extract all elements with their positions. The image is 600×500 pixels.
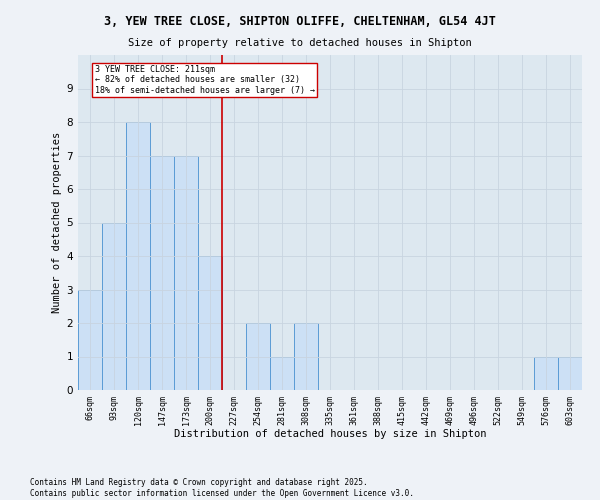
Y-axis label: Number of detached properties: Number of detached properties	[52, 132, 62, 313]
X-axis label: Distribution of detached houses by size in Shipton: Distribution of detached houses by size …	[174, 429, 486, 439]
Bar	[174, 156, 198, 390]
Bar	[534, 356, 558, 390]
Bar	[246, 323, 270, 390]
Text: Contains HM Land Registry data © Crown copyright and database right 2025.
Contai: Contains HM Land Registry data © Crown c…	[30, 478, 414, 498]
Bar	[294, 323, 318, 390]
Bar	[270, 356, 294, 390]
Bar	[126, 122, 150, 390]
Bar	[150, 156, 174, 390]
Bar	[102, 222, 126, 390]
Bar	[558, 356, 582, 390]
Text: Size of property relative to detached houses in Shipton: Size of property relative to detached ho…	[128, 38, 472, 48]
Text: 3, YEW TREE CLOSE, SHIPTON OLIFFE, CHELTENHAM, GL54 4JT: 3, YEW TREE CLOSE, SHIPTON OLIFFE, CHELT…	[104, 15, 496, 28]
Bar	[198, 256, 222, 390]
Text: 3 YEW TREE CLOSE: 211sqm
← 82% of detached houses are smaller (32)
18% of semi-d: 3 YEW TREE CLOSE: 211sqm ← 82% of detach…	[95, 65, 315, 95]
Bar	[78, 290, 102, 390]
